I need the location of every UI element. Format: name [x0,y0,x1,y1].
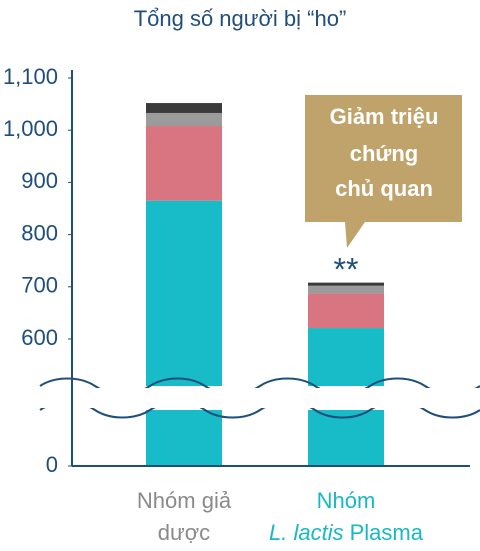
bar-segment [146,200,222,467]
label-run: Nhóm [317,488,376,513]
x-tick-label: dược [158,520,210,545]
break-fill [36,388,480,408]
callout-text: chứng [350,141,418,166]
label-run: Plasma [350,520,424,545]
y-tick-label: 700 [21,273,58,298]
label-run: Nhóm giả [137,488,232,513]
y-tick-label: 1,100 [3,64,58,89]
bar-segment [146,112,222,127]
chart-title: Tổng số người bị “ho” [134,6,347,31]
bar-segment [146,103,222,113]
callout: Giảm triệu chứng chủ quan [305,95,462,248]
bar-segment [308,282,384,286]
y-tick-label: 900 [21,168,58,193]
callout-box [305,95,462,248]
significance: ** [334,251,359,287]
bar-segment [308,285,384,294]
y-tick-label: 1,000 [3,116,58,141]
label-run: dược [158,520,210,545]
x-tick-label: Nhóm [317,488,376,513]
label-run: L. lactis [269,520,344,545]
y-tick-label: 600 [21,325,58,350]
y-tick-label: 800 [21,220,58,245]
axis-break [36,377,480,419]
x-tick-label: L. lactis Plasma [269,520,424,545]
bar-segment [146,126,222,201]
x-tick-label: Nhóm giả [137,488,232,513]
bar-segment [308,293,384,329]
y-tick-label: 0 [46,452,58,477]
callout-text: chủ quan [335,176,433,201]
callout-text: Giảm triệu [330,104,439,129]
